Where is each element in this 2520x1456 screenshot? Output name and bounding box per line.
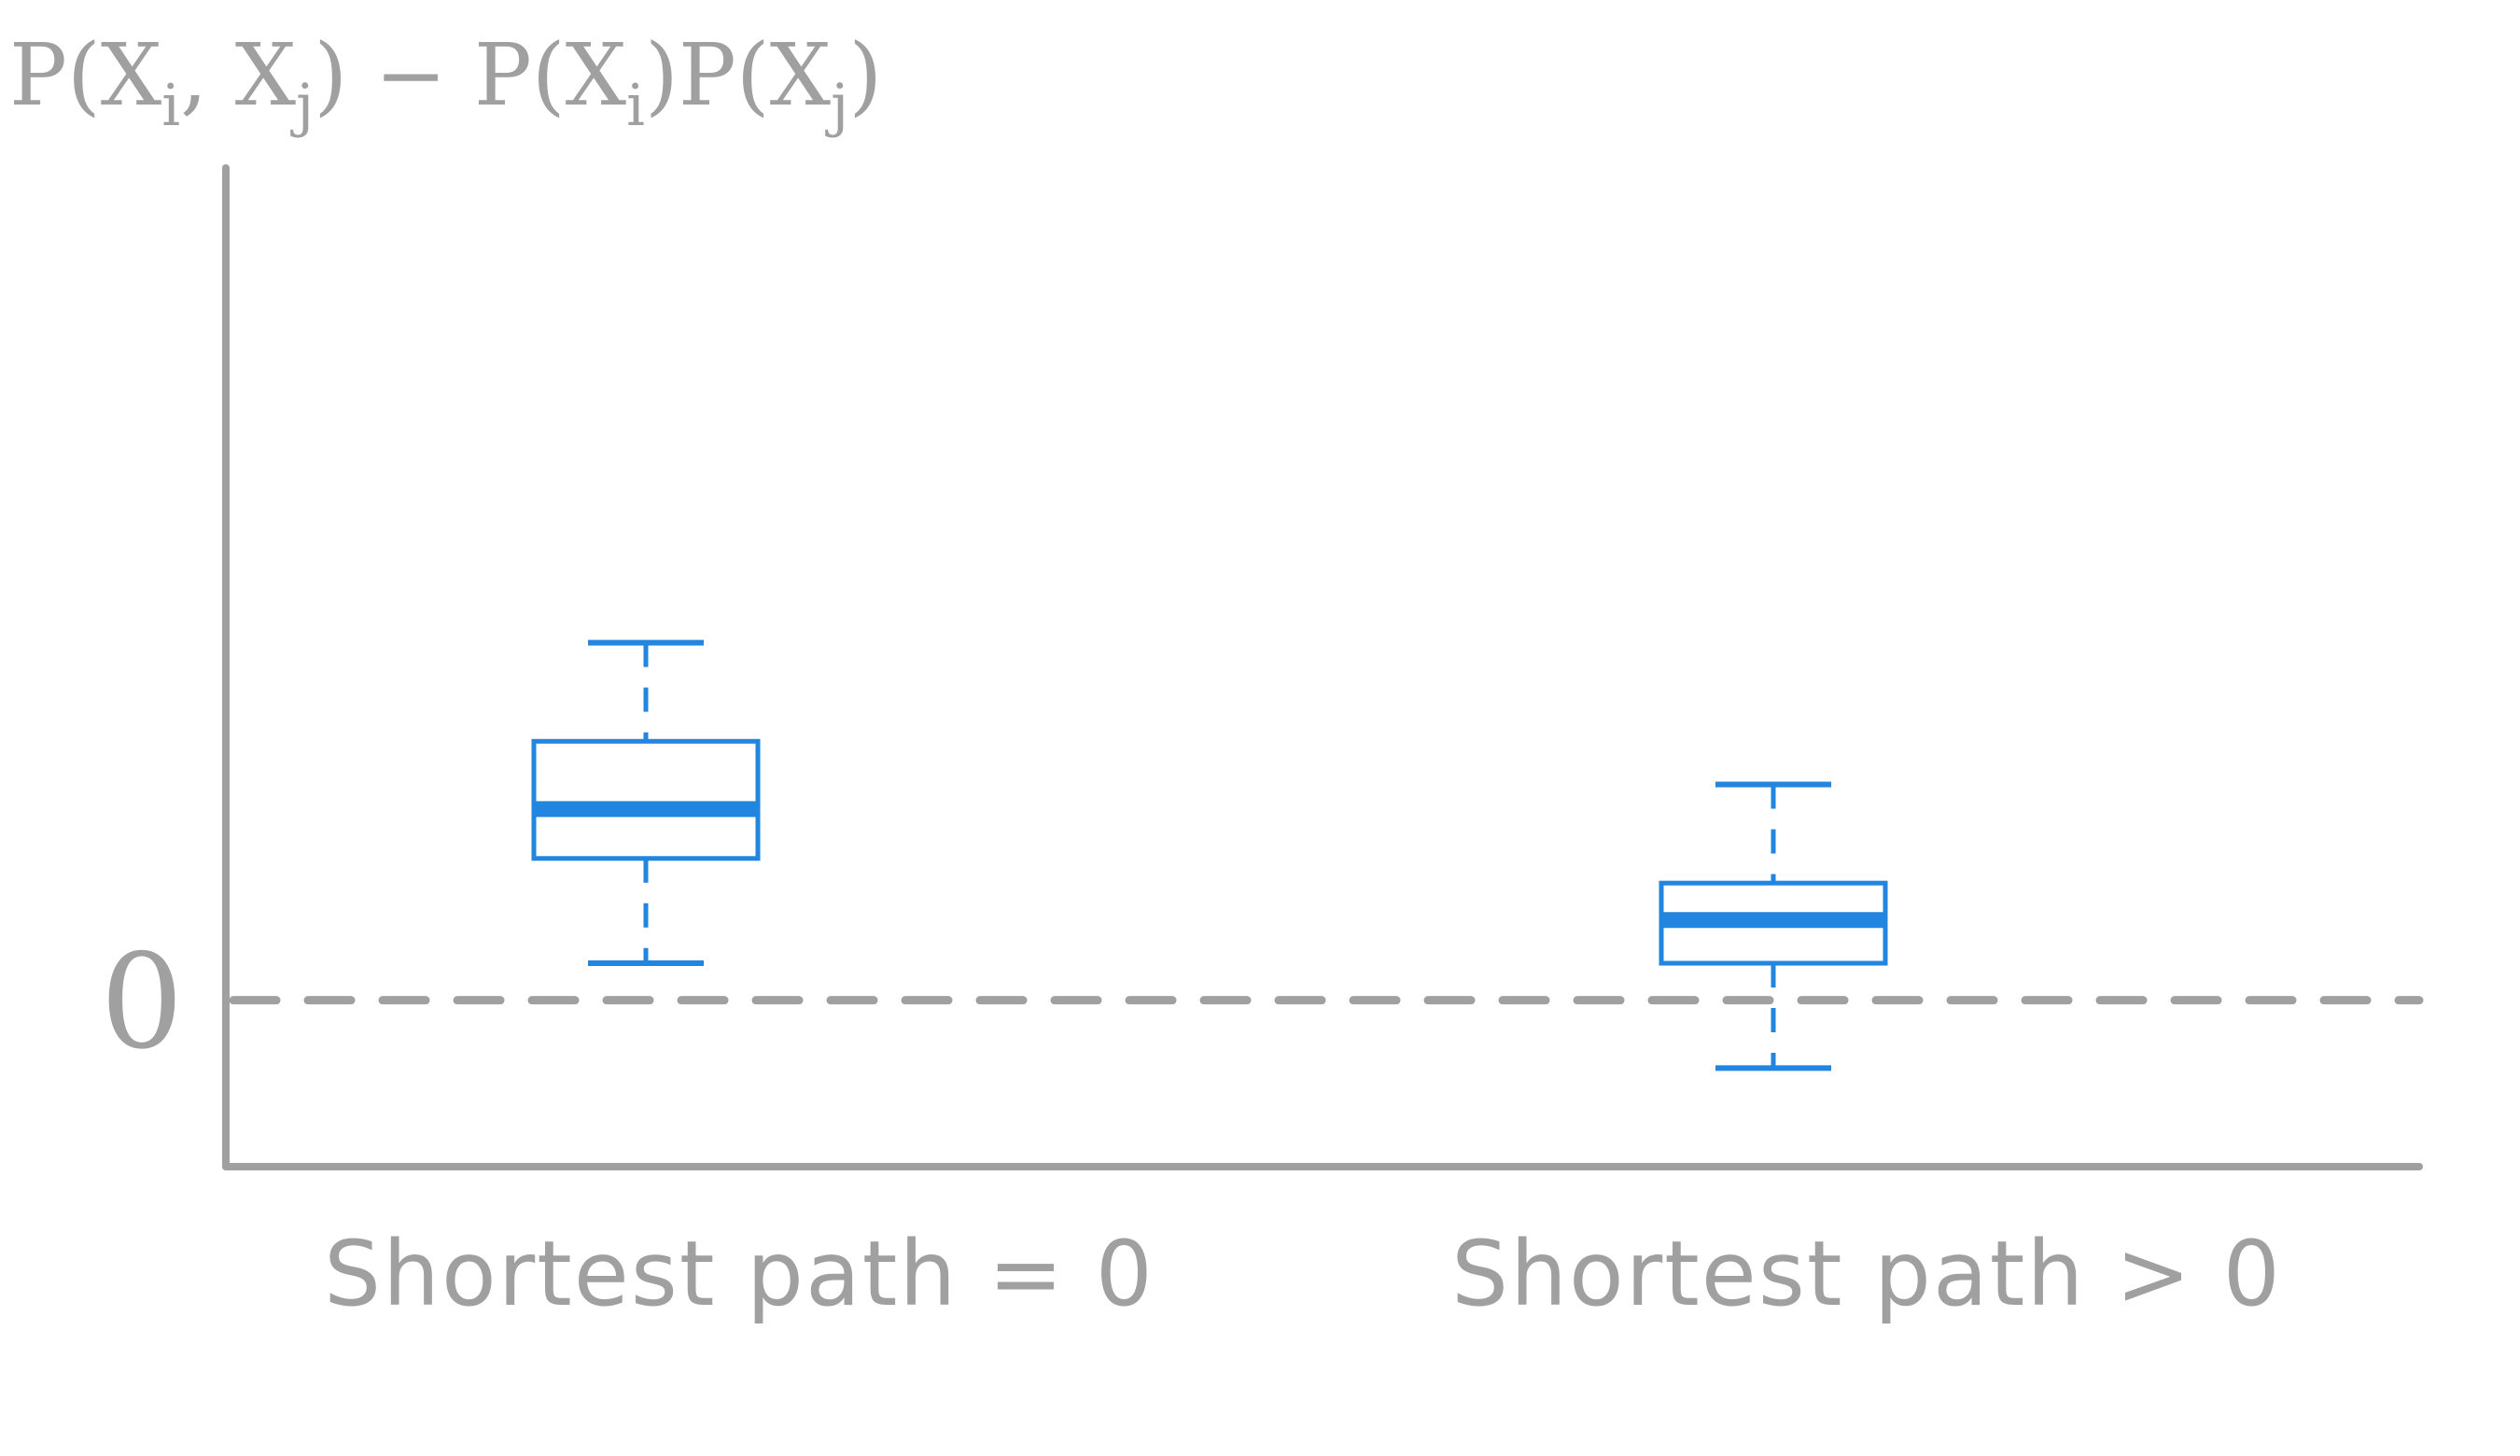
x-category-label: Shortest path > 0	[1451, 1222, 2282, 1326]
y-axis-label-text: , X	[180, 25, 296, 125]
y-axis-label-subscript: i	[161, 71, 180, 139]
y-axis-label-subscript: i	[626, 71, 645, 139]
y-axis-label: P(Xi, Xj) − P(Xi)P(Xj)	[9, 25, 882, 139]
y-axis-label-text: )P(X	[645, 25, 832, 125]
y-axis-label-text: P(X	[9, 25, 162, 125]
x-category-label: Shortest path = 0	[324, 1222, 1155, 1326]
y-tick-label: 0	[100, 927, 183, 1079]
y-axis-label-text: ) − P(X	[314, 25, 626, 125]
y-axis-label-text: )	[848, 25, 882, 125]
interquartile-box	[531, 738, 761, 861]
